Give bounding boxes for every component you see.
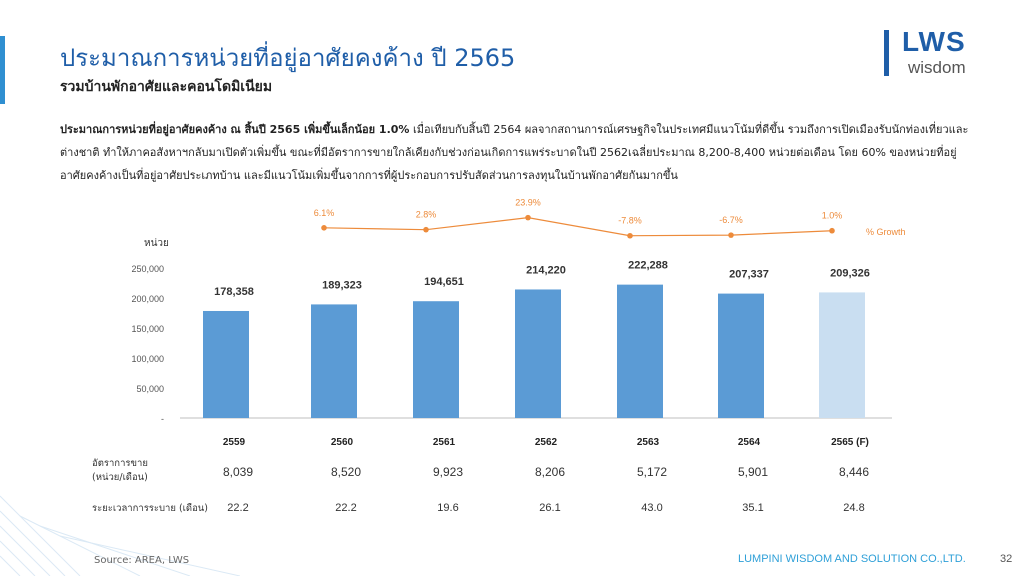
summary-paragraph: ประมาณการหน่วยที่อยู่อาศัยคงค้าง ณ สิ้นป… [60,118,980,187]
table-cell: 9,923 [433,465,463,479]
table-cell: 43.0 [641,502,662,514]
table-cell: 22.2 [335,502,356,514]
y-axis-label: หน่วย [144,238,169,249]
x-tick-label: 2564 [738,437,761,448]
growth-label: -6.7% [719,215,743,225]
lws-logo: LWS wisdom [884,26,1004,82]
bar-value-label: 207,337 [729,269,769,281]
table-row-label: ระยะเวลาการระบาย (เดือน) [92,503,208,514]
x-tick-label: 2560 [331,437,354,448]
table-cell: 8,039 [223,465,253,479]
bar-value-label: 222,288 [628,260,668,272]
bar-value-label: 194,651 [424,276,464,288]
page-title: ประมาณการหน่วยที่อยู่อาศัยคงค้าง ปี 2565 [60,44,516,72]
bar [617,284,663,418]
x-tick-label: 2559 [223,437,246,448]
table-cell: 8,446 [839,465,869,479]
table-cell: 26.1 [539,502,560,514]
bar-value-label: 214,220 [526,264,566,276]
decorative-lines [0,495,240,576]
y-tick-label: 150,000 [131,324,164,334]
bar-value-label: 189,323 [322,279,362,291]
growth-point [829,227,835,234]
growth-point [627,232,633,239]
x-tick-label: 2561 [433,437,456,448]
table-cell: 8,206 [535,465,565,479]
bar-value-label: 209,326 [830,267,870,279]
footer-company: LUMPINI WISDOM AND SOLUTION CO.,LTD. [738,553,966,565]
page-subtitle: รวมบ้านพักอาศัยและคอนโดมิเนียม [60,79,273,95]
y-tick-label: 100,000 [131,354,164,364]
bar [819,292,865,418]
bar [515,289,561,418]
growth-label: 23.9% [515,198,541,208]
table-cell: 24.8 [843,502,864,514]
y-tick-label: 200,000 [131,294,164,304]
bar [311,304,357,418]
table-cell: 19.6 [437,502,458,514]
table-cell: 22.2 [227,502,248,514]
x-tick-label: 2565 (F) [831,437,869,448]
growth-point [423,226,429,233]
growth-label: 6.1% [314,208,335,218]
logo-stripe [884,30,889,76]
y-tick-label: 250,000 [131,264,164,274]
table-cell: 5,901 [738,465,768,479]
logo-sub: wisdom [908,58,966,77]
logo-brand: LWS [902,26,966,57]
source-note: Source: AREA, LWS [94,555,190,566]
table-cell: 8,520 [331,465,361,479]
page-number: 32 [1000,553,1013,565]
bar [413,301,459,418]
growth-legend: % Growth [866,227,906,237]
growth-point [525,214,531,221]
table-row-label: อัตราการขาย [92,458,148,469]
y-tick-label: 50,000 [136,384,164,394]
bar-value-label: 178,358 [214,286,254,298]
table-cell: 35.1 [742,502,763,514]
table-row-label: (หน่วย/เดือน) [92,472,148,483]
table-cell: 5,172 [637,465,667,479]
x-tick-label: 2563 [637,437,660,448]
x-tick-label: 2562 [535,437,558,448]
growth-line [323,217,833,237]
growth-label: -7.8% [618,216,642,226]
bar [718,293,764,418]
bar [203,310,249,418]
summary-bold: ประมาณการหน่วยที่อยู่อาศัยคงค้าง ณ สิ้นป… [60,123,410,136]
growth-label: 1.0% [822,211,843,221]
summary-text: เมื่อเทียบกับสิ้นปี 2564 ผลจากสถานการณ์เ… [60,123,969,182]
growth-point [321,225,327,231]
accent-bar [0,36,5,104]
growth-label: 2.8% [416,210,437,220]
growth-point [728,232,734,238]
y-tick-label: - [161,414,164,424]
